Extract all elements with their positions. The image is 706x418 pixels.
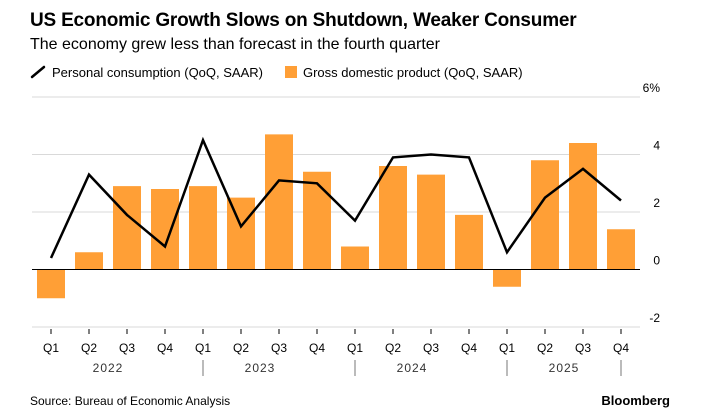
year-label: 2022 <box>93 361 124 375</box>
gdp-bar <box>569 143 597 270</box>
x-tick-label: Q1 <box>195 341 211 355</box>
x-tick-label: Q3 <box>119 341 135 355</box>
x-tick-label: Q2 <box>537 341 553 355</box>
line-legend-swatch <box>30 65 46 79</box>
x-tick-label: Q1 <box>499 341 515 355</box>
x-tick-label: Q1 <box>43 341 59 355</box>
year-label: 2023 <box>245 361 276 375</box>
source-note: Source: Bureau of Economic Analysis <box>30 394 231 408</box>
x-tick-label: Q3 <box>271 341 287 355</box>
brand-logo: Bloomberg <box>601 393 670 408</box>
bar-legend-swatch <box>284 66 297 78</box>
gdp-bar <box>227 197 255 270</box>
gdp-bar <box>151 189 179 270</box>
gdp-bar <box>455 214 483 270</box>
x-tick-label: Q2 <box>385 341 401 355</box>
gdp-bar <box>37 269 65 299</box>
year-label: 2025 <box>549 361 580 375</box>
legend-label-gdp: Gross domestic product (QoQ, SAAR) <box>302 64 523 80</box>
year-label: 2024 <box>397 361 428 375</box>
gdp-bar <box>113 186 141 270</box>
legend: Personal consumption (QoQ, SAAR) Gross d… <box>30 64 545 80</box>
gdp-bar <box>303 171 331 270</box>
x-tick-label: Q3 <box>423 341 439 355</box>
gdp-bar <box>265 134 293 270</box>
x-tick-label: Q4 <box>613 341 629 355</box>
chart-subtitle: The economy grew less than forecast in t… <box>30 36 440 53</box>
y-tick-label: 2 <box>653 196 660 210</box>
y-tick-label: 6% <box>643 81 661 95</box>
x-tick-label: Q4 <box>309 341 325 355</box>
x-tick-label: Q4 <box>157 341 173 355</box>
y-tick-label: 0 <box>653 254 660 268</box>
y-tick-label: 4 <box>653 139 660 153</box>
x-tick-label: Q2 <box>233 341 249 355</box>
chart-title: US Economic Growth Slows on Shutdown, We… <box>30 10 577 31</box>
gdp-bar <box>189 186 217 270</box>
gdp-bar <box>417 174 445 270</box>
gdp-bar <box>379 166 407 270</box>
chart-plot: 6% 4 2 0 -2 Q1 Q2 Q3 Q4 Q1 Q2 Q3 Q4 Q1 Q2 Q3 Q4 Q1 Q2 Q3 Q4 2… <box>32 81 661 376</box>
gdp-bar <box>75 252 103 270</box>
consumption-line <box>49 136 622 259</box>
gdp-bar <box>531 160 559 270</box>
legend-label-consumption: Personal consumption (QoQ, SAAR) <box>52 64 263 80</box>
y-tick-label: -2 <box>649 311 660 325</box>
legend-item-gdp: Gross domestic product (QoQ, SAAR) <box>284 64 523 80</box>
x-tick-label: Q4 <box>461 341 477 355</box>
legend-item-consumption: Personal consumption (QoQ, SAAR) <box>30 65 263 80</box>
x-tick-label: Q1 <box>347 341 363 355</box>
x-tick-label: Q2 <box>81 341 97 355</box>
gdp-bar <box>493 269 521 287</box>
x-tick-label: Q3 <box>575 341 591 355</box>
gdp-bar <box>607 229 635 270</box>
gdp-bar <box>341 246 369 270</box>
